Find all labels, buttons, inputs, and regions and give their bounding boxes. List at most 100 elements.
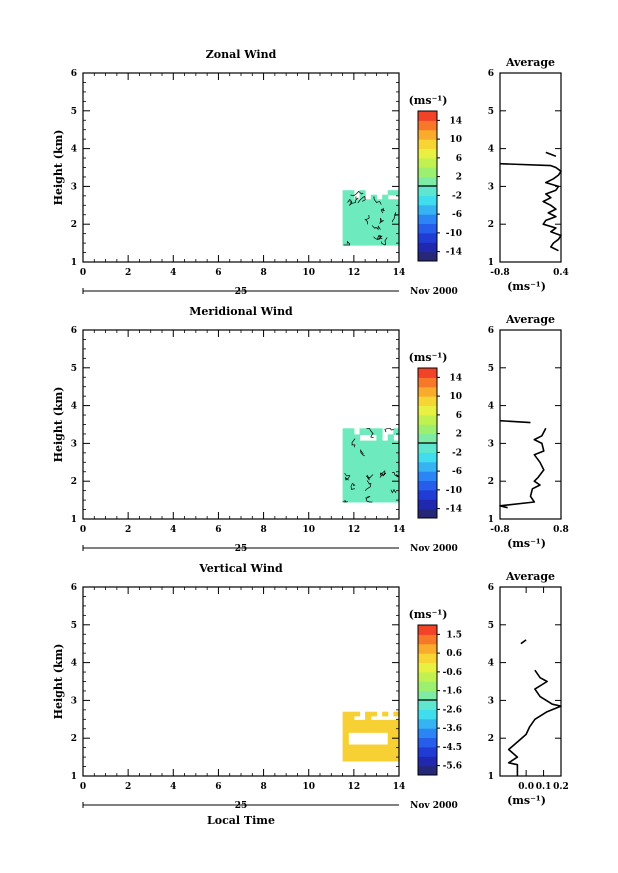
colorbar-segment — [418, 499, 437, 510]
colorbar-segment — [418, 111, 437, 121]
colorbar-segment — [418, 746, 437, 757]
heatmap-cell — [387, 231, 394, 237]
colorbar-segment — [418, 452, 437, 463]
average-y-tick-label: 5 — [488, 621, 494, 631]
average-y-tick-label: 4 — [488, 145, 494, 155]
heatmap-cell — [353, 240, 361, 246]
heatmap-cell — [365, 240, 372, 246]
y-axis-label: Height (km) — [52, 387, 65, 463]
heatmap-cell — [365, 226, 372, 232]
heatmap-cell — [382, 719, 389, 725]
heatmap-cell — [370, 489, 377, 497]
heatmap-cell — [342, 213, 349, 219]
heatmap-cell — [382, 477, 389, 485]
contour-line — [379, 471, 386, 478]
average-profile-line — [507, 669, 562, 776]
y-tick-label: 2 — [71, 734, 77, 744]
heatmap-cell — [376, 477, 383, 485]
heatmap-cell — [393, 217, 400, 223]
colorbar-segment — [418, 251, 437, 262]
colorbar-segment — [418, 232, 437, 243]
colorbar-segment — [418, 662, 437, 673]
colorbar-label: (ms⁻¹) — [409, 608, 448, 621]
colorbar-segment — [418, 214, 437, 224]
heatmap-cell — [393, 465, 400, 472]
average-frame — [499, 329, 562, 520]
heatmap-cell — [382, 208, 389, 214]
heatmap-cell — [342, 235, 349, 242]
colorbar-tick-label: -10 — [446, 229, 462, 239]
heatmap-cell — [387, 495, 394, 503]
heatmap-cell — [393, 452, 400, 460]
average-y-tick-label: 3 — [488, 182, 494, 192]
heatmap-cell — [382, 226, 389, 232]
heatmap-cell — [382, 471, 389, 478]
colorbar-tick-label: -14 — [446, 248, 462, 258]
colorbar-segment — [418, 242, 437, 253]
heatmap-cell — [382, 748, 389, 754]
colorbar-segment — [418, 625, 437, 635]
colorbar-segment — [418, 480, 437, 491]
heatmap-cell — [359, 222, 366, 228]
heatmap-cell — [387, 190, 394, 196]
x-tick-label: 12 — [348, 268, 361, 278]
heatmap-cell — [376, 719, 383, 725]
heatmap-cell — [359, 483, 366, 491]
heatmap-cell — [376, 226, 383, 232]
y-axis-label: Height (km) — [52, 644, 65, 720]
heatmap-cell — [370, 483, 377, 491]
heatmap-cell — [342, 724, 349, 729]
y-tick-label: 6 — [71, 326, 77, 336]
x-tick-label: 14 — [393, 525, 406, 535]
heatmap-cell — [370, 465, 377, 472]
heatmap-cell — [393, 719, 400, 725]
heatmap-cell — [348, 213, 355, 219]
heatmap-cell — [370, 477, 377, 485]
contour-line — [344, 472, 351, 481]
heatmap-cell — [359, 756, 366, 762]
day-label: 25 — [235, 287, 248, 297]
heatmap-cell — [387, 222, 394, 228]
average-y-tick-label: 2 — [488, 220, 494, 230]
heatmap-cell — [387, 740, 394, 746]
heatmap-cell — [387, 489, 394, 497]
colorbar-segment — [418, 700, 437, 710]
heatmap-cell — [348, 217, 355, 223]
heatmap-cell — [353, 208, 361, 214]
contour-line — [364, 214, 370, 225]
heatmap-cell — [376, 208, 383, 214]
heatmap-cell — [359, 203, 366, 210]
heatmap-cell — [359, 465, 366, 472]
average-frame — [499, 586, 562, 777]
heatmap-cell — [382, 203, 389, 210]
colorbar-segment — [418, 396, 437, 406]
heatmap-cell — [359, 217, 366, 223]
heatmap-cell — [387, 208, 394, 214]
average-y-tick-label: 6 — [488, 583, 494, 593]
colorbar-segment — [418, 443, 437, 453]
heatmap-cell — [353, 483, 361, 491]
heatmap-cell — [348, 495, 355, 503]
y-tick-label: 5 — [71, 364, 77, 374]
heatmap-cell — [359, 724, 366, 729]
heatmap-cell — [370, 752, 377, 758]
heatmap-cell — [370, 459, 377, 466]
colorbar: 1.5 0.6 -0.6 -1.6 -2.6 -3.6 -4.5 -5.6 — [417, 624, 462, 776]
heatmap-cell — [353, 465, 361, 472]
heatmap-cell — [370, 199, 377, 205]
heatmap-cell — [382, 194, 389, 200]
heatmap-cell — [370, 452, 377, 460]
heatmap-cell — [376, 231, 383, 237]
colorbar-tick-label: -6 — [452, 210, 462, 220]
heatmap-cell — [382, 724, 389, 729]
heatmap-cell — [382, 489, 389, 497]
average-profile-line — [520, 639, 527, 645]
x-tick-label: 2 — [125, 525, 131, 535]
heatmap-cell — [370, 222, 377, 228]
heatmap-cell — [376, 434, 383, 442]
x-tick-label: 2 — [125, 782, 131, 792]
heatmap-cell — [393, 740, 400, 746]
heatmap-cell — [359, 489, 366, 497]
heatmap-cell — [348, 226, 355, 232]
heatmap-cell — [376, 756, 383, 762]
